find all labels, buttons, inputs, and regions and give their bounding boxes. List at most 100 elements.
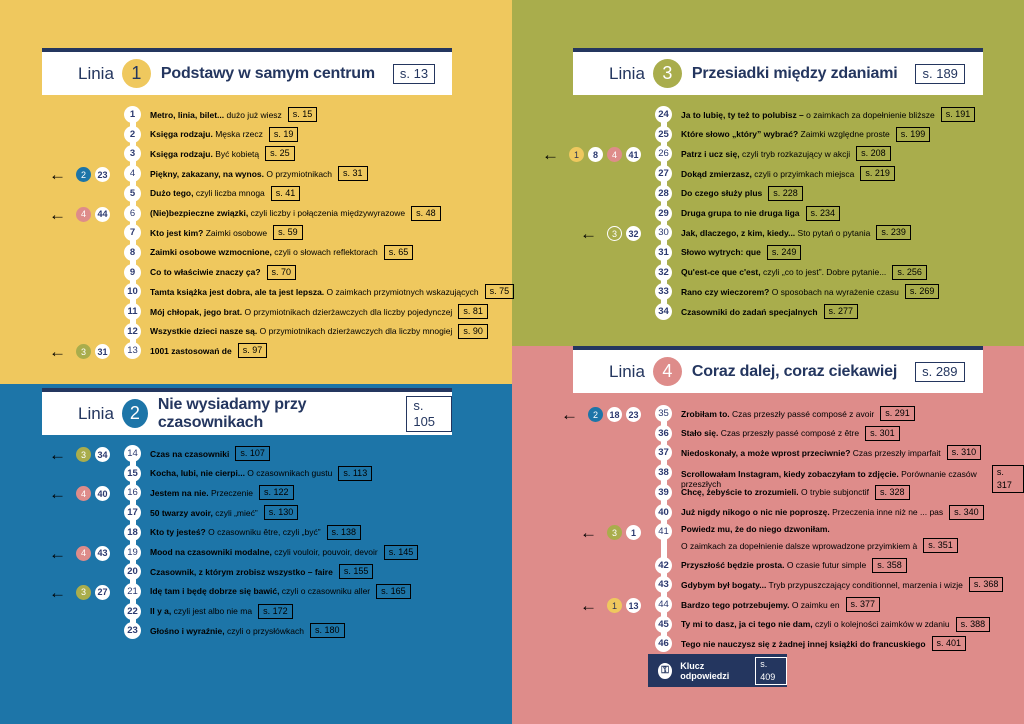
- station-page-link[interactable]: s. 388: [955, 616, 991, 632]
- station-page-link[interactable]: s. 70: [266, 264, 297, 280]
- transfer-indicator[interactable]: ← 4 43: [49, 545, 110, 562]
- station-item[interactable]: 1001 zastosowań de s. 97: [150, 343, 268, 359]
- station-page-link[interactable]: s. 59: [273, 225, 303, 241]
- line-page-link[interactable]: s. 289: [915, 361, 965, 382]
- station-page-link[interactable]: s. 15: [287, 107, 318, 122]
- station-page-link[interactable]: s. 301: [865, 425, 900, 441]
- station-item[interactable]: 50 twarzy avoir, czyli „mieć” s. 130: [150, 505, 299, 521]
- station-page-link[interactable]: s. 97: [237, 343, 268, 359]
- station-item[interactable]: Zrobiłam to. Czas przeszły passé composé…: [681, 406, 915, 421]
- station-item[interactable]: Które słowo „który” wybrać? Zaimki wzglę…: [681, 126, 931, 142]
- station-page-link[interactable]: s. 25: [265, 146, 295, 162]
- station-page-link[interactable]: s. 113: [338, 465, 373, 481]
- station-item[interactable]: Dużo tego, czyli liczba mnoga s. 41: [150, 185, 301, 201]
- station-page-link[interactable]: s. 191: [940, 107, 976, 122]
- station-page-link[interactable]: s. 351: [923, 538, 958, 554]
- station-item[interactable]: Kto ty jesteś? O czasowniku être, czyli …: [150, 524, 362, 540]
- station-item[interactable]: Metro, linia, bilet... dużo już wiesz s. …: [150, 107, 318, 122]
- station-item[interactable]: Scrollowałam Instagram, kiedy zobaczyłam…: [681, 465, 1024, 494]
- transfer-indicator[interactable]: ← 3 34: [49, 446, 110, 463]
- station-page-link[interactable]: s. 368: [968, 577, 1004, 593]
- line-page-link[interactable]: s. 189: [915, 63, 965, 84]
- station-item[interactable]: Już nigdy nikogo o nic nie poproszę. Prz…: [681, 504, 984, 520]
- transfer-indicator[interactable]: ← 3 31: [49, 343, 110, 360]
- station-item[interactable]: Bardzo tego potrzebujemy. O zaimku en s. …: [681, 597, 881, 613]
- answer-key-page[interactable]: s. 409: [755, 656, 787, 685]
- station-page-link[interactable]: s. 228: [768, 185, 803, 201]
- station-item[interactable]: Niedoskonały, a może wprost przeciwnie? …: [681, 445, 982, 461]
- station-page-link[interactable]: s. 277: [823, 304, 859, 319]
- station-page-link[interactable]: s. 65: [383, 244, 414, 260]
- station-item[interactable]: Do czego służy plus s. 228: [681, 185, 803, 201]
- station-page-link[interactable]: s. 317: [991, 465, 1024, 494]
- station-page-link[interactable]: s. 291: [880, 406, 915, 421]
- station-item[interactable]: Il y a, czyli jest albo nie ma s. 172: [150, 603, 293, 619]
- station-page-link[interactable]: s. 138: [326, 524, 362, 540]
- station-page-link[interactable]: s. 130: [263, 505, 299, 521]
- transfer-indicator[interactable]: ← 1 8 4 41: [542, 146, 641, 163]
- line-page-link[interactable]: s. 105: [406, 395, 452, 432]
- station-page-link[interactable]: s. 81: [458, 304, 488, 319]
- station-page-link[interactable]: s. 328: [875, 484, 910, 500]
- station-page-link[interactable]: s. 75: [484, 284, 515, 300]
- transfer-indicator[interactable]: ← 2 18 23: [561, 406, 641, 423]
- station-page-link[interactable]: s. 377: [845, 597, 881, 613]
- answer-key-button[interactable]: ⚿ Klucz odpowiedzi s. 409: [648, 654, 787, 687]
- station-item[interactable]: Czas na czasowniki s. 107: [150, 446, 270, 461]
- station-item[interactable]: Słowo wytrych: que s. 249: [681, 244, 802, 260]
- station-item[interactable]: Gdybym był bogaty... Tryb przypuszczając…: [681, 577, 1004, 593]
- station-page-link[interactable]: s. 208: [856, 146, 891, 162]
- station-page-link[interactable]: s. 269: [904, 284, 940, 300]
- station-item[interactable]: Tamta książka jest dobra, ale ta jest le…: [150, 284, 515, 300]
- station-page-link[interactable]: s. 155: [338, 564, 374, 580]
- transfer-indicator[interactable]: ← 3 1: [580, 524, 641, 541]
- station-page-link[interactable]: s. 249: [766, 244, 802, 260]
- station-item[interactable]: Kocha, lubi, nie cierpi... O czasownikac…: [150, 465, 373, 481]
- station-item[interactable]: Mój chłopak, jego brat. O przymiotnikach…: [150, 304, 488, 319]
- station-item[interactable]: Ty mi to dasz, ja ci tego nie dam, czyli…: [681, 616, 991, 632]
- station-page-link[interactable]: s. 401: [931, 636, 967, 652]
- station-page-link[interactable]: s. 165: [376, 583, 411, 599]
- station-item[interactable]: Głośno i wyraźnie, czyli o przysłówkach s…: [150, 623, 345, 639]
- station-item[interactable]: Przyszłość będzie prosta. O czasie futur…: [681, 557, 907, 573]
- station-item[interactable]: Czasownik, z którym zrobisz wszystko – f…: [150, 564, 374, 580]
- station-item[interactable]: Księga rodzaju. Męska rzecz s. 19: [150, 126, 299, 142]
- station-item[interactable]: (Nie)bezpieczne związki, czyli liczby i …: [150, 205, 441, 221]
- station-item[interactable]: Powiedz mu, że do niego dzwoniłam. O zaim…: [681, 524, 958, 554]
- station-page-link[interactable]: s. 172: [258, 603, 293, 619]
- station-item[interactable]: Druga grupa to nie druga liga s. 234: [681, 205, 841, 221]
- station-item[interactable]: Ja to lubię, ty też to polubisz – o zaim…: [681, 107, 976, 122]
- station-page-link[interactable]: s. 122: [259, 485, 294, 501]
- station-item[interactable]: Chcę, żebyście to zrozumieli. O trybie s…: [681, 484, 910, 500]
- transfer-indicator[interactable]: ← 4 40: [49, 485, 110, 502]
- station-item[interactable]: Qu'est-ce que c'est, czyli „co to jest”.…: [681, 264, 927, 280]
- station-page-link[interactable]: s. 199: [895, 126, 931, 142]
- station-page-link[interactable]: s. 90: [458, 323, 488, 339]
- station-item[interactable]: Stało się. Czas przeszły passé composé z…: [681, 425, 900, 441]
- station-page-link[interactable]: s. 219: [860, 166, 895, 182]
- station-item[interactable]: Czasowniki do zadań specjalnych s. 277: [681, 304, 859, 319]
- station-page-link[interactable]: s. 180: [310, 623, 345, 639]
- line-page-link[interactable]: s. 13: [392, 63, 436, 84]
- station-page-link[interactable]: s. 145: [383, 544, 419, 560]
- station-page-link[interactable]: s. 340: [949, 504, 984, 520]
- station-item[interactable]: Księga rodzaju. Być kobietą s. 25: [150, 146, 295, 162]
- station-item[interactable]: Mood na czasowniki modalne, czyli vouloi…: [150, 544, 419, 560]
- station-item[interactable]: Tego nie nauczysz się z żadnej innej ksi…: [681, 636, 967, 652]
- transfer-indicator[interactable]: ← 3 32: [580, 225, 641, 242]
- station-item[interactable]: Kto jest kim? Zaimki osobowe s. 59: [150, 225, 303, 241]
- station-page-link[interactable]: s. 19: [268, 126, 299, 142]
- station-page-link[interactable]: s. 48: [411, 205, 441, 221]
- transfer-indicator[interactable]: ← 4 44: [49, 206, 110, 223]
- station-page-link[interactable]: s. 107: [235, 446, 270, 461]
- station-item[interactable]: Jestem na nie. Przeczenie s. 122: [150, 485, 294, 501]
- station-page-link[interactable]: s. 41: [270, 185, 301, 201]
- station-page-link[interactable]: s. 358: [872, 557, 907, 573]
- station-item[interactable]: Co to właściwie znaczy ça? s. 70: [150, 264, 297, 280]
- station-item[interactable]: Idę tam i będę dobrze się bawić, czyli o…: [150, 583, 411, 599]
- station-page-link[interactable]: s. 310: [946, 445, 982, 461]
- station-page-link[interactable]: s. 256: [892, 264, 927, 280]
- transfer-indicator[interactable]: ← 3 27: [49, 584, 110, 601]
- station-item[interactable]: Zaimki osobowe wzmocnione, czyli o słowa…: [150, 244, 414, 260]
- station-item[interactable]: Rano czy wieczorem? O sposobach na wyraż…: [681, 284, 940, 300]
